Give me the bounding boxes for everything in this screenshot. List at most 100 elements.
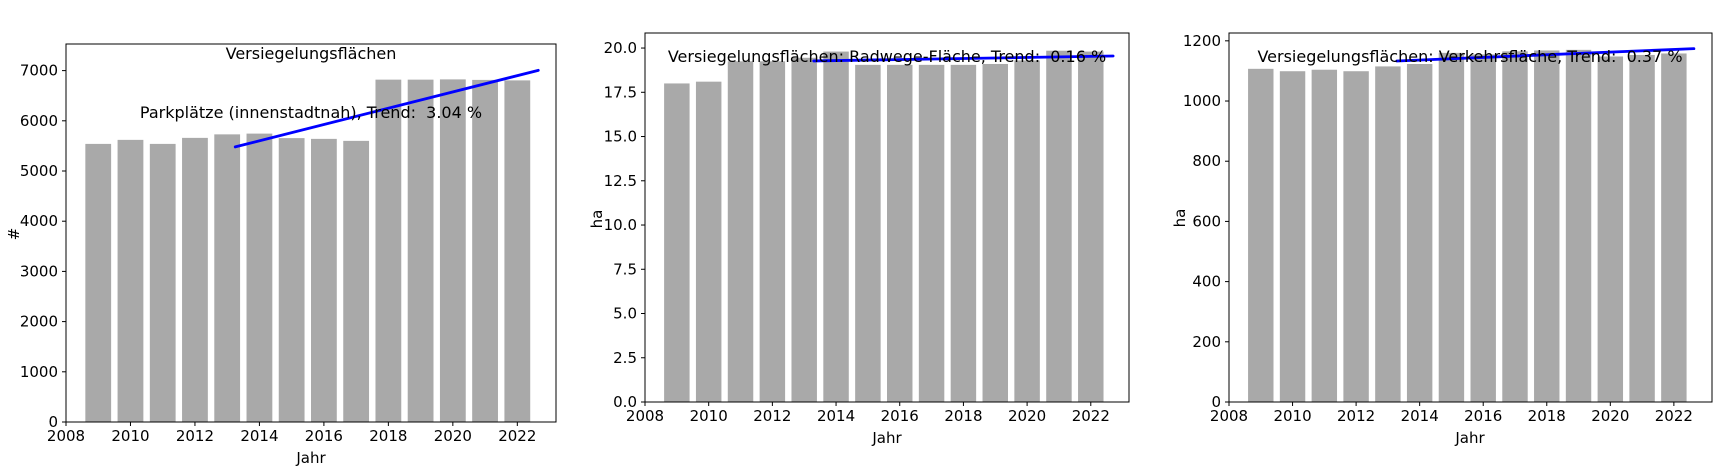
y-tick-label: 12.5 — [604, 172, 637, 190]
bar-2012 — [182, 137, 208, 422]
x-tick-label: 2008 — [1210, 407, 1248, 425]
x-tick-label: 2012 — [176, 427, 214, 445]
x-tick-label: 2020 — [1008, 407, 1046, 425]
bar-2014 — [246, 133, 273, 423]
y-tick-label: 5.0 — [613, 305, 637, 323]
chart2-ylabel: ha — [588, 209, 606, 229]
y-tick-label: 2000 — [20, 313, 58, 331]
y-tick-label: 3000 — [20, 262, 58, 280]
bar-2022 — [1078, 51, 1104, 402]
x-tick-label: 2022 — [498, 427, 536, 445]
bar-2009 — [664, 83, 690, 402]
x-tick-label: 2016 — [305, 427, 343, 445]
y-tick-label: 600 — [1192, 212, 1221, 230]
trend-line — [233, 68, 540, 149]
x-tick-label: 2020 — [434, 427, 472, 445]
plot-border — [1228, 32, 1713, 403]
y-tick-label: 4000 — [20, 212, 58, 230]
bar-2011 — [727, 61, 754, 402]
trend-line — [812, 54, 1115, 63]
bar-2009 — [85, 143, 112, 422]
bar-2021 — [472, 79, 498, 422]
bar-2018 — [950, 64, 977, 403]
y-tick-label: 0 — [48, 413, 58, 431]
bar-2016 — [1470, 54, 1496, 403]
chart2-title: Versiegelungsflächen: Radwege-Fläche, Tr… — [607, 8, 1167, 106]
chart2-title-line1: Versiegelungsflächen: Radwege-Fläche, Tr… — [667, 47, 1107, 66]
y-tick-label: 10.0 — [604, 216, 637, 234]
bar-2010 — [695, 81, 722, 403]
x-tick-label: 2010 — [690, 407, 728, 425]
x-tick-label: 2014 — [817, 407, 855, 425]
bar-2012 — [1343, 71, 1369, 402]
y-tick-label: 0.0 — [613, 393, 637, 411]
chart1-title-line1: Versiegelungsflächen — [225, 44, 397, 63]
x-tick-label: 2010 — [111, 427, 149, 445]
plot-border — [644, 32, 1130, 403]
y-tick-label: 1200 — [1183, 32, 1221, 50]
chart1-ylabel: # — [5, 227, 23, 241]
x-tick-label: 2008 — [47, 427, 85, 445]
x-tick-label: 2020 — [1591, 407, 1629, 425]
bar-2018 — [1534, 50, 1560, 403]
bar-2010 — [1279, 71, 1306, 402]
x-tick-label: 2008 — [626, 407, 664, 425]
bar-2020 — [1014, 60, 1040, 403]
chart2-xlabel: Jahr — [872, 429, 902, 447]
bar-2020 — [1597, 56, 1624, 402]
bar-2009 — [1248, 68, 1274, 402]
chart1-title: Versiegelungsflächen Parkplätze (innenst… — [31, 5, 591, 161]
bar-2013 — [791, 57, 817, 402]
plot-border — [65, 43, 557, 423]
chart-radwege: 0.0 2.5 5.0 7.5 10.0 12.5 15.0 17.5 20.0 2008 2010… — [604, 32, 1130, 425]
bar-2011 — [149, 143, 176, 422]
chart3-xlabel: Jahr — [1455, 429, 1485, 447]
x-tick-label: 2012 — [753, 407, 791, 425]
bar-2015 — [278, 138, 305, 422]
x-tick-label: 2016 — [881, 407, 919, 425]
y-tick-label: 1000 — [1183, 92, 1221, 110]
bar-2017 — [343, 140, 370, 422]
bar-2014 — [1406, 64, 1433, 402]
bar-2019 — [982, 63, 1008, 402]
bar-2016 — [311, 138, 337, 422]
x-tick-label: 2016 — [1464, 407, 1502, 425]
y-tick-label: 2.5 — [613, 349, 637, 367]
bar-2021 — [1046, 50, 1072, 402]
bar-2019 — [1565, 49, 1592, 402]
x-tick-label: 2014 — [1401, 407, 1439, 425]
x-tick-label: 2022 — [1072, 407, 1110, 425]
y-tick-label: 0 — [1211, 393, 1221, 411]
bar-2021 — [1629, 54, 1655, 402]
bar-2018 — [375, 79, 402, 422]
bar-2011 — [1311, 69, 1338, 402]
chart3-title-line1: Versiegelungsflächen: Verkehrsfläche, Tr… — [1257, 47, 1683, 66]
bar-2015 — [1438, 52, 1465, 403]
bar-2022 — [504, 80, 531, 422]
y-tick-label: 800 — [1192, 152, 1221, 170]
y-tick-label: 20.0 — [604, 39, 637, 57]
bar-2014 — [823, 51, 849, 402]
bar-2015 — [855, 64, 881, 403]
bar-2017 — [1502, 51, 1528, 403]
x-tick-label: 2018 — [369, 427, 407, 445]
y-tick-label: 1000 — [20, 363, 58, 381]
bar-2017 — [918, 64, 945, 403]
chart1-xlabel: Jahr — [296, 449, 326, 467]
y-tick-label: 17.5 — [604, 83, 637, 101]
bar-2013 — [214, 134, 241, 423]
chart-verkehr: 0 200 400 600 800 1000 1200 2008 2010 2012 2014 201… — [1183, 32, 1713, 425]
bar-2013 — [1375, 66, 1401, 402]
x-tick-label: 2010 — [1273, 407, 1311, 425]
chart3-title: Versiegelungsflächen: Verkehrsfläche, Tr… — [1190, 8, 1736, 106]
chart-parkplaetze: 0 1000 2000 3000 4000 5000 6000 7000 2008 2010 201… — [20, 43, 557, 445]
bar-2010 — [117, 139, 144, 422]
y-tick-label: 400 — [1192, 273, 1221, 291]
y-tick-label: 6000 — [20, 112, 58, 130]
trend-line — [1395, 47, 1696, 63]
bar-2019 — [407, 79, 434, 422]
y-tick-label: 7000 — [20, 62, 58, 80]
chart3-ylabel: ha — [1171, 208, 1189, 228]
